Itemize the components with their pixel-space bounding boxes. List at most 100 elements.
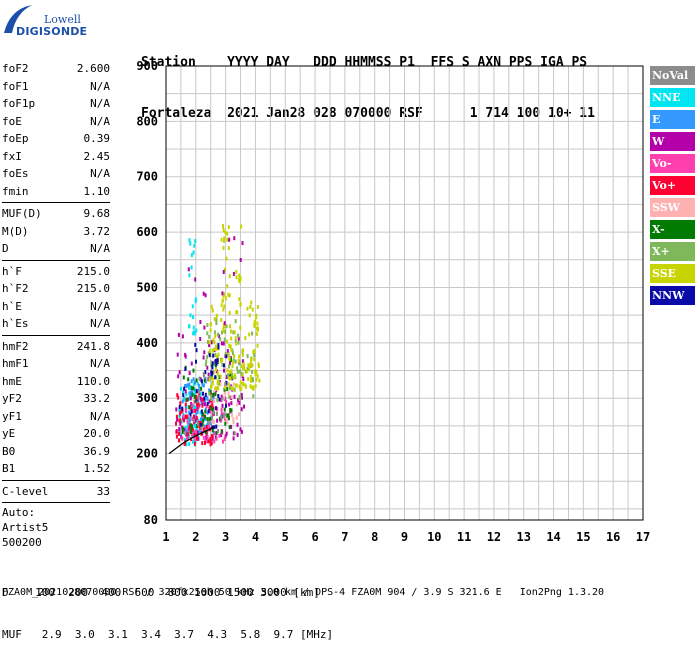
echo-point <box>186 383 189 388</box>
param-label: fmin <box>2 184 29 198</box>
echo-point <box>195 389 198 394</box>
echo-point <box>183 386 186 391</box>
echo-point <box>200 426 203 431</box>
echo-point <box>208 417 211 421</box>
echo-point <box>223 236 226 241</box>
echo-point <box>187 386 190 390</box>
param-value: N/A <box>90 317 110 330</box>
echo-point <box>210 384 212 389</box>
echo-point <box>189 391 192 396</box>
param-row: M(D) 3.72 <box>2 223 110 241</box>
echo-point <box>190 437 193 442</box>
echo-point <box>214 386 217 391</box>
echo-point <box>208 423 210 428</box>
echo-point <box>228 237 231 242</box>
echo-point <box>207 340 209 344</box>
param-label: foF1 <box>2 79 29 93</box>
param-value: 241.8 <box>76 339 110 353</box>
echo-point <box>202 291 205 296</box>
legend: NoVal NNE E W Vo- Vo+ SSW X- X+ SSE NNW <box>650 66 695 308</box>
echo-point <box>196 436 198 441</box>
echo-point <box>226 417 229 422</box>
echo-point <box>202 372 205 376</box>
param-value: 1.52 <box>83 462 111 475</box>
profile-curve <box>168 426 215 455</box>
echo-point <box>204 440 206 445</box>
echo-point <box>249 375 252 379</box>
echo-point <box>195 348 198 353</box>
y-tick-label: 700 <box>136 170 158 184</box>
param-value: 2.600 <box>76 62 110 75</box>
echo-point <box>195 359 197 364</box>
echo-point <box>178 408 181 413</box>
echo-point <box>208 405 211 410</box>
param-row: h`Es N/A <box>2 315 110 333</box>
echo-point <box>222 439 224 444</box>
axis-labels: 1 2 3 4 5 6 7 8 9 10 11 12 13 14 15 16 17802003004005006… <box>136 59 650 544</box>
echo-point <box>235 341 238 346</box>
echo-point <box>225 324 228 329</box>
auto-code: 500200 <box>2 536 42 549</box>
echo-point <box>211 434 214 439</box>
echo-point <box>188 410 191 415</box>
echo-point <box>236 422 239 427</box>
echo-point <box>201 422 204 427</box>
muf-table: D 100 200 400 600 800 1000 1500 3000 [km… <box>2 558 333 656</box>
echo-point <box>214 334 217 339</box>
echo-point <box>223 368 225 373</box>
echo-point <box>223 395 226 400</box>
echo-point <box>192 315 195 320</box>
param-label: yF1 <box>2 409 22 423</box>
echo-point <box>222 228 225 232</box>
echo-point <box>209 348 212 353</box>
y-tick-label: 200 <box>136 447 158 461</box>
echo-point <box>228 310 231 315</box>
echo-point <box>228 376 231 381</box>
echo-point <box>251 363 254 368</box>
echo-point <box>237 333 240 338</box>
param-row: h`F 215.0 <box>2 263 110 281</box>
echo-point <box>216 371 219 376</box>
echo-point <box>212 410 215 415</box>
echo-point <box>221 298 224 303</box>
echo-point <box>188 371 191 376</box>
echo-point <box>208 343 211 348</box>
echo-point <box>215 358 217 363</box>
echo-point <box>225 256 228 261</box>
echo-point <box>220 433 223 438</box>
echo-point <box>202 383 205 388</box>
param-row: C-level 33 <box>2 483 110 501</box>
echo-point <box>239 258 242 262</box>
echo-point <box>218 416 221 421</box>
echo-point <box>188 417 191 422</box>
echo-point <box>244 384 247 389</box>
legend-item: X+ <box>650 242 695 261</box>
plot-frame <box>165 65 644 521</box>
echo-point <box>187 429 190 434</box>
param-value: 20.0 <box>83 427 111 440</box>
muf-distance-row: D 100 200 400 600 800 1000 1500 3000 [km… <box>2 586 320 599</box>
echo-point <box>210 394 213 399</box>
echo-point <box>239 395 242 400</box>
echo-point <box>217 345 220 350</box>
echo-point <box>187 377 190 382</box>
echo-point <box>205 425 208 429</box>
echo-point <box>178 370 181 375</box>
echo-point <box>194 399 197 404</box>
echo-point <box>175 407 178 412</box>
echo-point <box>177 374 180 379</box>
echo-point <box>214 362 217 366</box>
echo-point <box>194 277 197 282</box>
echo-point <box>181 334 184 339</box>
echo-point <box>226 419 229 424</box>
echo-point <box>206 417 209 422</box>
echo-point <box>244 336 247 341</box>
logo-lowell: Lowell <box>44 13 81 26</box>
x-tick-label: 17 <box>636 530 650 544</box>
echo-point <box>184 354 187 359</box>
echo-point <box>193 437 196 442</box>
echo-point <box>224 434 227 439</box>
echo-point <box>234 319 237 324</box>
echo-point <box>221 396 224 401</box>
echo-point <box>230 424 233 429</box>
